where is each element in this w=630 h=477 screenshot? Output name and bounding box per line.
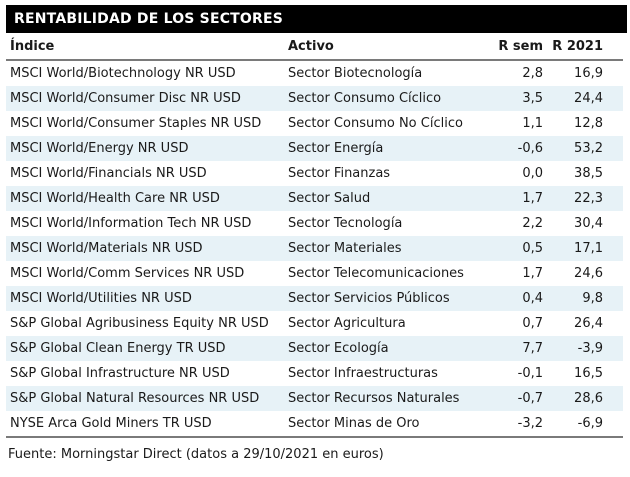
table-row: MSCI World/Energy NR USD Sector Energía … — [6, 136, 623, 161]
cell-indice: MSCI World/Consumer Staples NR USD — [10, 116, 262, 131]
cell-indice: NYSE Arca Gold Miners TR USD — [10, 416, 212, 431]
cell-r-2021: 16,5 — [574, 366, 603, 381]
cell-indice: MSCI World/Energy NR USD — [10, 141, 189, 156]
table-row: S&P Global Infrastructure NR USD Sector … — [6, 361, 623, 386]
cell-r-sem: -0,7 — [517, 391, 543, 406]
cell-indice: MSCI World/Health Care NR USD — [10, 191, 220, 206]
cell-indice: MSCI World/Consumer Disc NR USD — [10, 91, 241, 106]
cell-r-2021: 38,5 — [574, 166, 603, 181]
table-row: S&P Global Clean Energy TR USD Sector Ec… — [6, 336, 623, 361]
cell-r-sem: 0,4 — [522, 291, 543, 306]
table-row: S&P Global Natural Resources NR USD Sect… — [6, 386, 623, 411]
cell-indice: MSCI World/Biotechnology NR USD — [10, 66, 236, 81]
cell-r-2021: 12,8 — [574, 116, 603, 131]
table-row: MSCI World/Information Tech NR USD Secto… — [6, 211, 623, 236]
table-row: NYSE Arca Gold Miners TR USD Sector Mina… — [6, 411, 623, 436]
source-note: Fuente: Morningstar Direct (datos a 29/1… — [8, 447, 384, 462]
cell-indice: MSCI World/Financials NR USD — [10, 166, 207, 181]
table-row: MSCI World/Health Care NR USD Sector Sal… — [6, 186, 623, 211]
cell-r-sem: 1,1 — [522, 116, 543, 131]
cell-r-sem: 2,2 — [522, 216, 543, 231]
cell-r-2021: 24,6 — [574, 266, 603, 281]
cell-indice: MSCI World/Utilities NR USD — [10, 291, 192, 306]
column-header-activo: Activo — [288, 38, 334, 54]
cell-r-sem: 1,7 — [522, 266, 543, 281]
table-row: MSCI World/Materials NR USD Sector Mater… — [6, 236, 623, 261]
cell-activo: Sector Servicios Públicos — [288, 291, 450, 306]
cell-r-2021: 30,4 — [574, 216, 603, 231]
table-row: MSCI World/Comm Services NR USD Sector T… — [6, 261, 623, 286]
cell-r-sem: -0,6 — [517, 141, 543, 156]
column-header-r-sem: R sem — [498, 38, 543, 54]
table-row: MSCI World/Consumer Disc NR USD Sector C… — [6, 86, 623, 111]
cell-r-sem: 0,5 — [522, 241, 543, 256]
cell-activo: Sector Telecomunicaciones — [288, 266, 464, 281]
table-row: MSCI World/Financials NR USD Sector Fina… — [6, 161, 623, 186]
cell-r-2021: 17,1 — [574, 241, 603, 256]
cell-r-sem: -3,2 — [517, 416, 543, 431]
cell-r-sem: 7,7 — [522, 341, 543, 356]
table-title: RENTABILIDAD DE LOS SECTORES — [14, 11, 284, 27]
cell-r-sem: 3,5 — [522, 91, 543, 106]
cell-r-2021: 26,4 — [574, 316, 603, 331]
cell-r-sem: 0,0 — [522, 166, 543, 181]
column-header-r-2021: R 2021 — [552, 38, 603, 54]
cell-r-2021: 9,8 — [582, 291, 603, 306]
cell-activo: Sector Infraestructuras — [288, 366, 438, 381]
cell-r-2021: 53,2 — [574, 141, 603, 156]
table-row: MSCI World/Biotechnology NR USD Sector B… — [6, 61, 623, 86]
column-header-indice: Índice — [10, 38, 55, 54]
cell-r-sem: 2,8 — [522, 66, 543, 81]
cell-activo: Sector Minas de Oro — [288, 416, 420, 431]
cell-activo: Sector Materiales — [288, 241, 402, 256]
table-row: MSCI World/Utilities NR USD Sector Servi… — [6, 286, 623, 311]
cell-indice: S&P Global Clean Energy TR USD — [10, 341, 226, 356]
cell-r-sem: 1,7 — [522, 191, 543, 206]
table-title-bar: RENTABILIDAD DE LOS SECTORES — [6, 5, 627, 33]
cell-indice: S&P Global Infrastructure NR USD — [10, 366, 230, 381]
cell-r-2021: 24,4 — [574, 91, 603, 106]
table-header-row: Índice Activo R sem R 2021 — [6, 33, 623, 61]
cell-indice: MSCI World/Information Tech NR USD — [10, 216, 252, 231]
cell-activo: Sector Agricultura — [288, 316, 406, 331]
cell-r-2021: -3,9 — [577, 341, 603, 356]
cell-activo: Sector Ecología — [288, 341, 389, 356]
cell-r-2021: -6,9 — [577, 416, 603, 431]
cell-r-sem: -0,1 — [517, 366, 543, 381]
table-row: S&P Global Agribusiness Equity NR USD Se… — [6, 311, 623, 336]
cell-activo: Sector Biotecnología — [288, 66, 423, 81]
cell-indice: MSCI World/Comm Services NR USD — [10, 266, 245, 281]
cell-r-2021: 16,9 — [574, 66, 603, 81]
cell-indice: S&P Global Agribusiness Equity NR USD — [10, 316, 269, 331]
cell-activo: Sector Finanzas — [288, 166, 391, 181]
cell-activo: Sector Tecnología — [288, 216, 403, 231]
cell-r-2021: 28,6 — [574, 391, 603, 406]
cell-activo: Sector Energía — [288, 141, 384, 156]
cell-activo: Sector Salud — [288, 191, 371, 206]
cell-activo: Sector Consumo Cíclico — [288, 91, 442, 106]
table-row: MSCI World/Consumer Staples NR USD Secto… — [6, 111, 623, 136]
table-body: MSCI World/Biotechnology NR USD Sector B… — [6, 61, 623, 438]
sector-returns-panel: RENTABILIDAD DE LOS SECTORES Índice Acti… — [6, 5, 627, 462]
cell-r-sem: 0,7 — [522, 316, 543, 331]
cell-indice: S&P Global Natural Resources NR USD — [10, 391, 260, 406]
cell-indice: MSCI World/Materials NR USD — [10, 241, 203, 256]
cell-r-2021: 22,3 — [574, 191, 603, 206]
cell-activo: Sector Consumo No Cíclico — [288, 116, 463, 131]
cell-activo: Sector Recursos Naturales — [288, 391, 460, 406]
